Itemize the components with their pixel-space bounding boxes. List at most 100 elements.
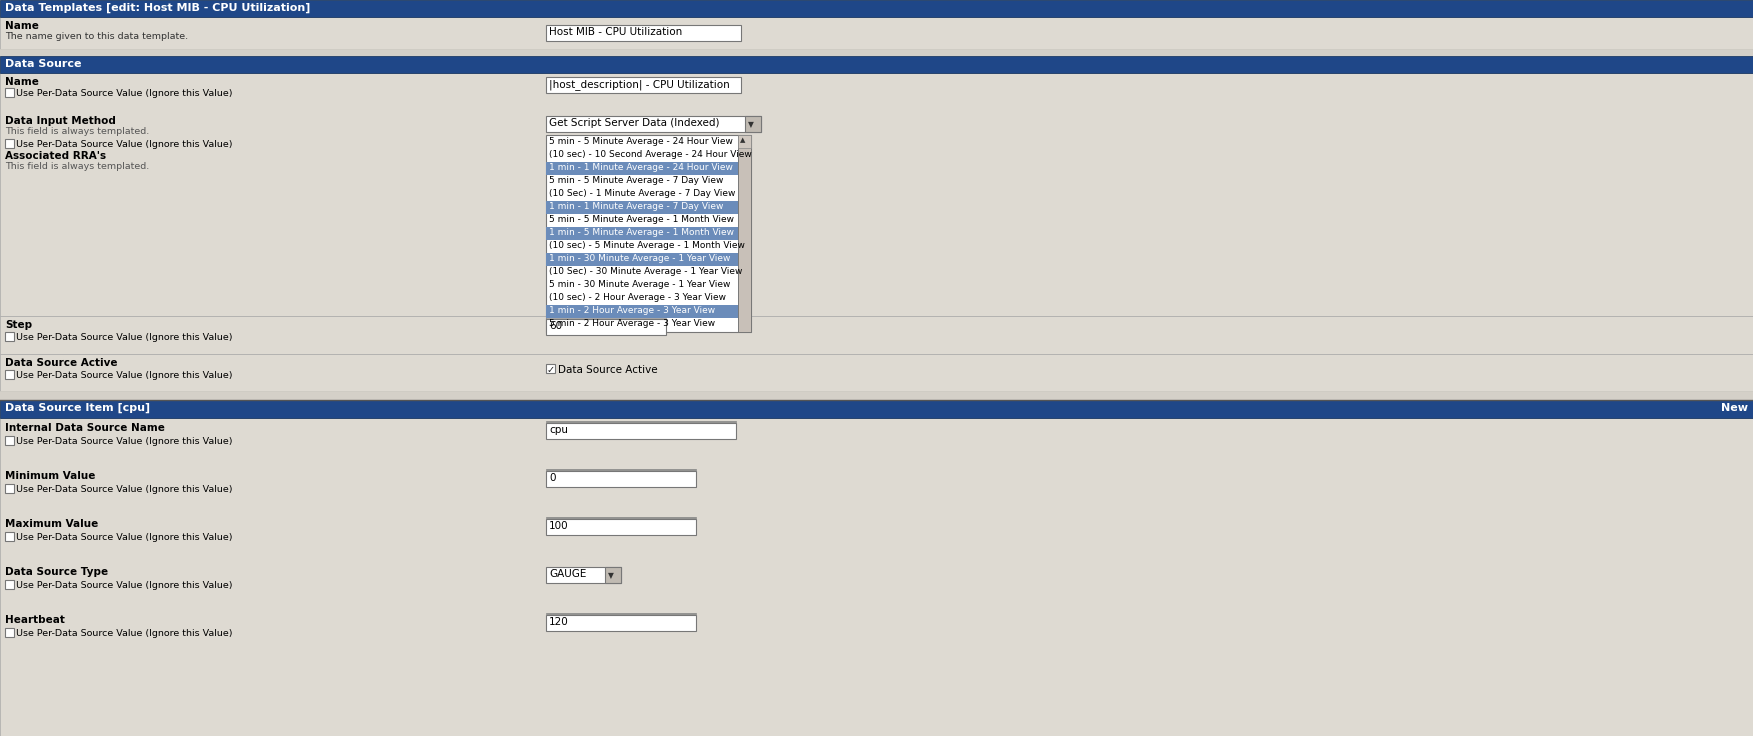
Bar (545, 519, 696, 535)
Bar (745, 116, 761, 132)
Text: Use Per-Data Source Value (Ignore this Value): Use Per-Data Source Value (Ignore this V… (16, 140, 233, 149)
Bar (5, 88, 14, 97)
Text: The name given to this data template.: The name given to this data template. (5, 32, 188, 41)
Text: cpu: cpu (549, 425, 568, 435)
Bar (5, 436, 14, 445)
Text: Host MIB - CPU Utilization: Host MIB - CPU Utilization (549, 27, 682, 37)
Bar (545, 364, 556, 373)
Text: Data Source Type: Data Source Type (5, 567, 109, 577)
Bar (545, 135, 750, 332)
Bar (545, 469, 696, 470)
Bar (5, 628, 14, 637)
Bar (5, 484, 14, 493)
Bar (605, 567, 621, 583)
Bar (545, 317, 666, 318)
Text: ▼: ▼ (749, 121, 754, 130)
Text: This field is always templated.: This field is always templated. (5, 162, 149, 171)
Text: 1 min - 1 Minute Average - 7 Day View: 1 min - 1 Minute Average - 7 Day View (549, 202, 724, 211)
Text: 1 min - 1 Minute Average - 24 Hour View: 1 min - 1 Minute Average - 24 Hour View (549, 163, 733, 172)
Bar (545, 305, 738, 318)
Text: Use Per-Data Source Value (Ignore this Value): Use Per-Data Source Value (Ignore this V… (16, 437, 233, 446)
Bar (5, 532, 14, 541)
Text: Use Per-Data Source Value (Ignore this Value): Use Per-Data Source Value (Ignore this V… (16, 629, 233, 638)
Text: Data Source: Data Source (5, 59, 81, 69)
Bar (545, 319, 666, 335)
Bar (5, 332, 14, 341)
Text: ▼: ▼ (608, 571, 614, 581)
Text: Get Script Server Data (Indexed): Get Script Server Data (Indexed) (549, 118, 719, 128)
Text: Internal Data Source Name: Internal Data Source Name (5, 423, 165, 433)
Text: 5 min - 5 Minute Average - 24 Hour View: 5 min - 5 Minute Average - 24 Hour View (549, 137, 733, 146)
Bar (545, 613, 696, 614)
Text: 5 min - 5 Minute Average - 1 Month View: 5 min - 5 Minute Average - 1 Month View (549, 215, 735, 224)
Text: (10 sec) - 5 Minute Average - 1 Month View: (10 sec) - 5 Minute Average - 1 Month Vi… (549, 241, 745, 250)
Text: Data Source Active: Data Source Active (557, 365, 657, 375)
Text: (10 Sec) - 30 Minute Average - 1 Year View: (10 Sec) - 30 Minute Average - 1 Year Vi… (549, 267, 742, 276)
Bar (545, 421, 736, 422)
Text: New: New (1721, 403, 1748, 413)
Text: GAUGE: GAUGE (549, 569, 586, 579)
Text: Use Per-Data Source Value (Ignore this Value): Use Per-Data Source Value (Ignore this V… (16, 533, 233, 542)
Bar (0, 354, 1753, 391)
Bar (545, 25, 742, 41)
Text: Use Per-Data Source Value (Ignore this Value): Use Per-Data Source Value (Ignore this V… (16, 89, 233, 98)
Bar (545, 615, 696, 631)
Text: 5 min - 5 Minute Average - 7 Day View: 5 min - 5 Minute Average - 7 Day View (549, 176, 724, 185)
Text: (10 sec) - 2 Hour Average - 3 Year View: (10 sec) - 2 Hour Average - 3 Year View (549, 293, 726, 302)
Text: Data Source Active: Data Source Active (5, 358, 117, 368)
Text: Data Input Method: Data Input Method (5, 116, 116, 126)
Bar (0, 17, 1753, 49)
Bar (0, 400, 1753, 418)
Text: Data Source Item [cpu]: Data Source Item [cpu] (5, 403, 151, 414)
Text: (10 sec) - 10 Second Average - 24 Hour View: (10 sec) - 10 Second Average - 24 Hour V… (549, 150, 752, 159)
Text: 1 min - 5 Minute Average - 1 Month View: 1 min - 5 Minute Average - 1 Month View (549, 228, 735, 237)
Text: ▲: ▲ (740, 137, 745, 143)
Text: 120: 120 (549, 617, 568, 627)
Bar (545, 201, 738, 214)
Bar (0, 49, 1753, 56)
Bar (0, 316, 1753, 354)
Text: Name: Name (5, 77, 39, 87)
Bar (738, 135, 750, 148)
Text: 60: 60 (549, 321, 563, 331)
Text: This field is always templated.: This field is always templated. (5, 127, 149, 136)
Bar (545, 116, 761, 132)
Bar (5, 580, 14, 589)
Text: Use Per-Data Source Value (Ignore this Value): Use Per-Data Source Value (Ignore this V… (16, 581, 233, 590)
Text: ✓: ✓ (547, 365, 556, 375)
Bar (545, 423, 736, 439)
Bar (545, 567, 621, 583)
Bar (738, 135, 750, 332)
Text: 5 min - 2 Hour Average - 3 Year View: 5 min - 2 Hour Average - 3 Year View (549, 319, 715, 328)
Text: Use Per-Data Source Value (Ignore this Value): Use Per-Data Source Value (Ignore this V… (16, 485, 233, 494)
Bar (5, 139, 14, 148)
Bar (545, 517, 696, 518)
Bar (545, 162, 738, 175)
Bar (0, 56, 1753, 73)
Text: Step: Step (5, 320, 32, 330)
Text: 0: 0 (549, 473, 556, 483)
Text: 100: 100 (549, 521, 568, 531)
Text: 1 min - 30 Minute Average - 1 Year View: 1 min - 30 Minute Average - 1 Year View (549, 254, 731, 263)
Bar (0, 73, 1753, 316)
Bar (545, 471, 696, 487)
Text: Heartbeat: Heartbeat (5, 615, 65, 625)
Bar (0, 418, 1753, 736)
Bar (0, 391, 1753, 400)
Text: Maximum Value: Maximum Value (5, 519, 98, 529)
Text: Data Templates [edit: Host MIB - CPU Utilization]: Data Templates [edit: Host MIB - CPU Uti… (5, 3, 310, 13)
Text: 5 min - 30 Minute Average - 1 Year View: 5 min - 30 Minute Average - 1 Year View (549, 280, 731, 289)
Text: 1 min - 2 Hour Average - 3 Year View: 1 min - 2 Hour Average - 3 Year View (549, 306, 715, 315)
Bar (5, 370, 14, 379)
Text: Use Per-Data Source Value (Ignore this Value): Use Per-Data Source Value (Ignore this V… (16, 333, 233, 342)
Text: Minimum Value: Minimum Value (5, 471, 95, 481)
Text: Use Per-Data Source Value (Ignore this Value): Use Per-Data Source Value (Ignore this V… (16, 371, 233, 380)
Text: Name: Name (5, 21, 39, 31)
Bar (545, 77, 742, 93)
Bar (0, 0, 1753, 17)
Text: Associated RRA's: Associated RRA's (5, 151, 107, 161)
Bar (545, 253, 738, 266)
Text: |host_description| - CPU Utilization: |host_description| - CPU Utilization (549, 79, 729, 90)
Text: (10 Sec) - 1 Minute Average - 7 Day View: (10 Sec) - 1 Minute Average - 7 Day View (549, 189, 735, 198)
Bar (545, 227, 738, 240)
